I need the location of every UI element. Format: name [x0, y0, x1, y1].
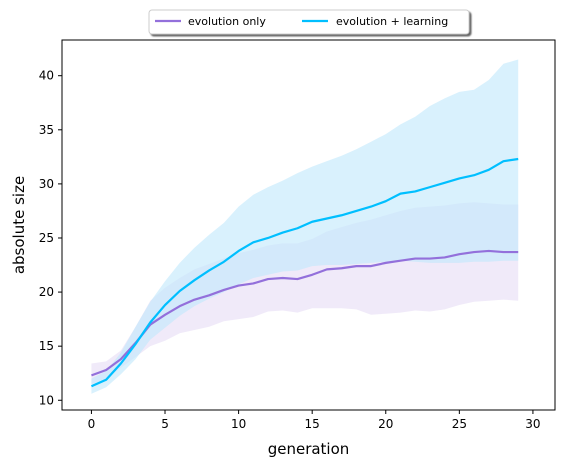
- y-tick-label-10: 10: [39, 393, 54, 407]
- x-axis-label: generation: [268, 440, 350, 458]
- x-tick-label-10: 10: [231, 417, 246, 431]
- y-tick-label-40: 40: [39, 69, 54, 83]
- x-axis: 0 5 10 15 20 25 30: [88, 410, 541, 431]
- x-tick-label-0: 0: [88, 417, 96, 431]
- legend-label-evolution-learning: evolution + learning: [336, 15, 448, 28]
- series-line-evolution-only: [91, 249, 519, 377]
- band-evolution-learning: [91, 59, 519, 394]
- x-tick-label-25: 25: [452, 417, 467, 431]
- y-tick-label-35: 35: [39, 123, 54, 137]
- confidence-bands: [91, 59, 519, 394]
- plot-frame: [61, 39, 556, 411]
- y-tick-label-25: 25: [39, 231, 54, 245]
- y-axis: 10 15 20 25 30 35 40: [39, 69, 62, 407]
- y-tick-label-20: 20: [39, 285, 54, 299]
- y-tick-label-15: 15: [39, 339, 54, 353]
- legend-label-evolution-only: evolution only: [188, 15, 266, 28]
- x-tick-label-20: 20: [378, 417, 393, 431]
- legend: evolution only evolution + learning: [148, 9, 470, 35]
- x-tick-label-15: 15: [305, 417, 320, 431]
- series-lines: [90, 157, 519, 388]
- series-line-evolution-learning: [90, 157, 519, 388]
- x-tick-label-5: 5: [161, 417, 169, 431]
- x-tick-label-30: 30: [525, 417, 540, 431]
- y-axis-label: absolute size: [10, 176, 28, 274]
- y-tick-label-30: 30: [39, 177, 54, 191]
